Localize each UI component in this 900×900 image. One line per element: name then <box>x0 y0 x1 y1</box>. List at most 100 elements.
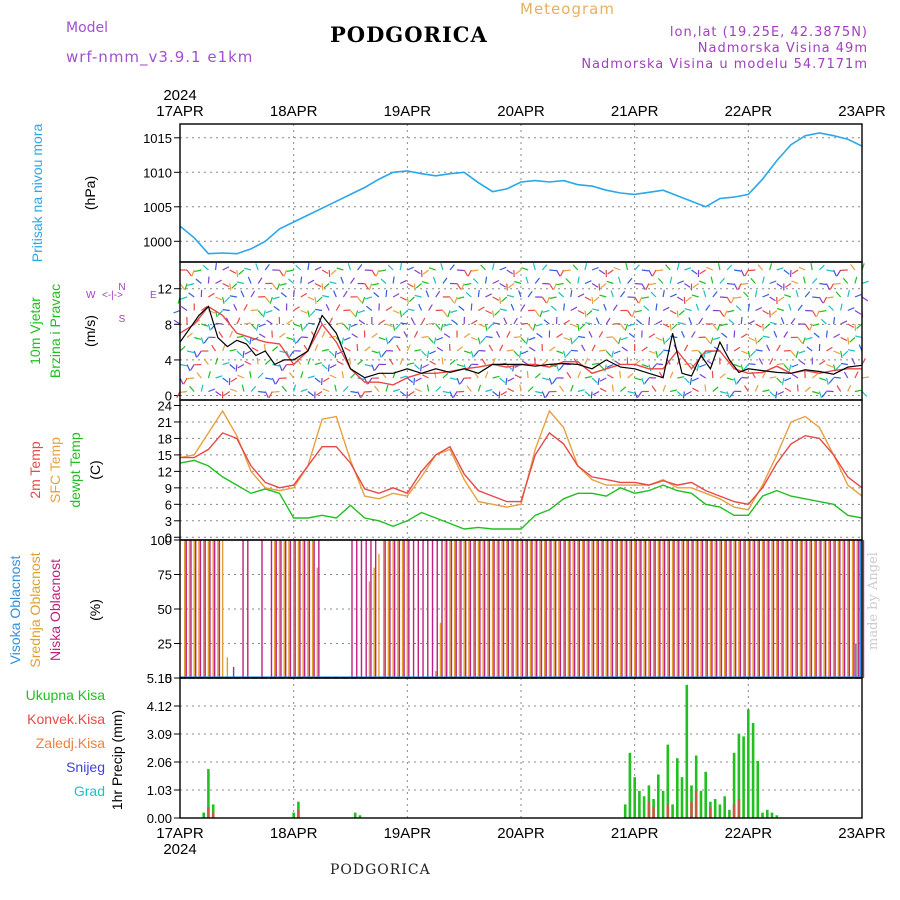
wind-arrow <box>289 350 295 358</box>
wind-arrow <box>726 264 733 271</box>
wind-arrow <box>215 296 223 301</box>
wind-arrow <box>728 318 735 325</box>
wind-arrow <box>726 377 734 381</box>
wind-arrow <box>684 283 691 288</box>
y-tick-label: 0 <box>165 530 172 545</box>
wind-arrow <box>400 322 408 325</box>
wind-arrow <box>791 363 799 368</box>
wind-arrow <box>598 269 606 275</box>
wind-arrow <box>577 335 586 339</box>
wind-arrow <box>627 373 634 379</box>
precip-total-bar <box>742 736 745 818</box>
wind-arrow <box>222 309 230 312</box>
wind-arrow <box>388 337 394 344</box>
wind-arrow <box>458 305 465 311</box>
wind-arrow <box>449 296 455 304</box>
wind-arrow <box>676 263 680 271</box>
wind-arrow <box>579 323 586 330</box>
wind-arrow <box>669 323 672 331</box>
wind-arrow <box>286 319 293 325</box>
wind-arrow <box>619 323 626 330</box>
wind-arrow <box>307 296 315 301</box>
wind-arrow <box>300 323 304 331</box>
wind-arrow <box>806 346 813 352</box>
wind-arrow <box>327 364 330 372</box>
wind-arrow <box>683 377 690 384</box>
wind-arrow <box>536 332 543 338</box>
wind-arrow <box>435 290 441 298</box>
wind-arrow <box>315 308 323 312</box>
wind-arrow <box>539 310 543 318</box>
precip-conv-bar <box>732 804 736 818</box>
wind-arrow <box>592 308 600 312</box>
cloud-high-axis-label: Visoka Oblacnost <box>7 556 23 665</box>
wind-arrow <box>229 330 234 338</box>
wind-arrow <box>420 364 423 372</box>
wind-arrow <box>272 296 280 300</box>
wind-arrow <box>367 377 373 385</box>
wind-arrow <box>699 269 707 275</box>
wind-arrow <box>518 350 522 358</box>
wind-arrow <box>374 364 380 371</box>
wind-arrow <box>648 333 656 339</box>
wind-arrow <box>321 364 328 370</box>
wind-arrow <box>443 333 451 338</box>
x-tick-bottom: 22APR <box>725 825 773 842</box>
precip-conv-bar <box>737 799 741 818</box>
wind-arrow <box>854 309 862 315</box>
wind-arrow <box>730 296 735 304</box>
wind-arrow <box>784 294 792 298</box>
wind-arrow <box>432 276 437 284</box>
wind-arrow <box>776 307 785 312</box>
wind-arrow <box>187 282 195 286</box>
wind-arrow <box>861 391 868 397</box>
y-tick-label: 0.00 <box>147 811 172 826</box>
wind-arrow <box>586 310 593 316</box>
wind-arrow <box>426 350 430 359</box>
wind-arrow <box>415 377 422 382</box>
wind-arrow <box>350 310 356 317</box>
wind-arrow <box>719 277 725 284</box>
wind-arrow <box>295 337 302 344</box>
wind-arrow <box>776 344 781 352</box>
wind-arrow <box>336 360 344 366</box>
wind-arrow <box>309 310 316 317</box>
wind-arrow <box>798 350 806 354</box>
wind-arrow <box>584 263 588 271</box>
wind-arrow <box>719 373 726 379</box>
wind-axis-label-1: 10m Vjetar <box>27 297 43 365</box>
precip-total-bar <box>775 815 779 818</box>
wind-arrow <box>466 364 472 371</box>
wind-arrow <box>818 296 824 304</box>
wind-arrow <box>833 282 841 285</box>
wind-arrow <box>315 390 323 396</box>
wind-arrow <box>268 391 273 398</box>
precip-total-bar <box>699 790 703 818</box>
y-tick-label: 3 <box>165 514 172 529</box>
wind-arrow <box>189 385 195 392</box>
wind-arrow <box>428 304 433 311</box>
wind-arrow <box>627 323 635 327</box>
wind-arrow <box>829 283 835 290</box>
wind-arrow <box>735 305 742 311</box>
wind-arrow <box>755 323 762 328</box>
wind-arrow <box>421 281 429 285</box>
wind-arrow <box>776 363 784 366</box>
wind-arrow <box>769 310 771 318</box>
x-year-top: 2024 <box>163 87 196 104</box>
wind-arrow <box>357 309 365 314</box>
wind-arrow <box>605 350 612 357</box>
wind-arrow <box>238 269 245 275</box>
wind-arrow <box>684 267 692 271</box>
wind-arrow <box>804 291 811 298</box>
wind-arrow <box>471 336 479 341</box>
y-tick-label: 8 <box>165 317 172 332</box>
wind-arrow <box>307 391 314 397</box>
y-tick-label: 15 <box>158 448 172 463</box>
wind-arrow <box>528 346 536 352</box>
wind-arrow <box>676 310 679 318</box>
wind-arrow <box>334 384 337 392</box>
wind-arrow <box>499 308 507 312</box>
wind-arrow <box>563 303 565 311</box>
wind-arrow <box>535 390 543 394</box>
